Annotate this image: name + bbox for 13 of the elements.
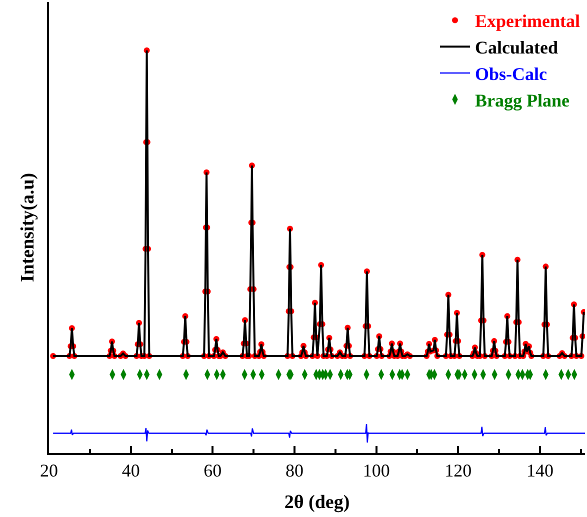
x-tick-label: 100 [362, 460, 390, 481]
x-axis-title: 2θ (deg) [284, 492, 350, 513]
y-axis-title: Intensity(a.u) [17, 172, 38, 282]
x-tick-label: 120 [444, 460, 472, 481]
legend-label: Calculated [475, 38, 558, 58]
x-tick-label: 40 [122, 460, 140, 481]
x-tick-label: 80 [286, 460, 304, 481]
legend-label: Experimental [475, 11, 580, 32]
x-tick-label: 20 [40, 460, 58, 481]
x-tick-label: 140 [526, 460, 554, 481]
legend-label: Obs-Calc [475, 64, 548, 84]
legend-label: Bragg Plane [475, 90, 570, 110]
x-tick-label: 60 [204, 460, 222, 481]
